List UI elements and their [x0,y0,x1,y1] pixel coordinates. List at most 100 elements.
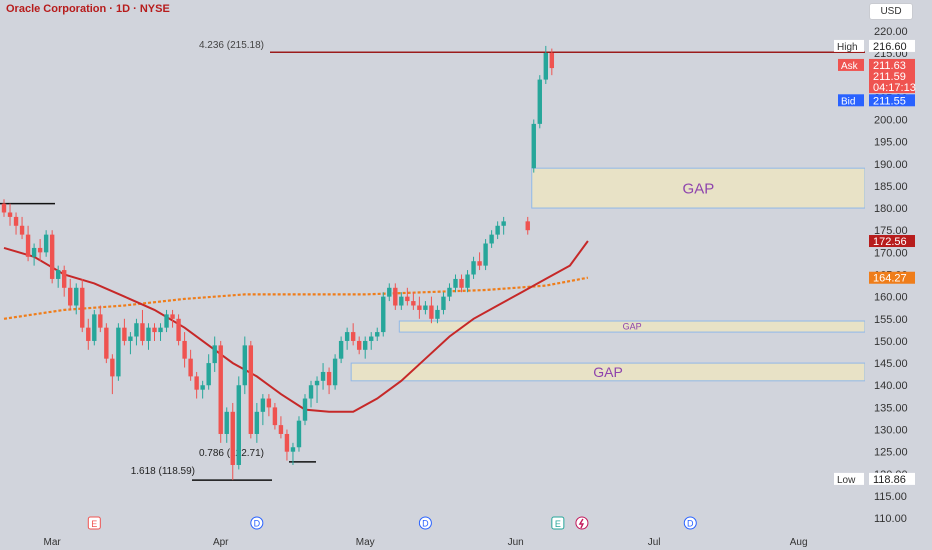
ask-value: 211.63 [873,60,906,72]
candle-body [170,314,175,319]
candle-body [188,358,193,377]
candle-body [314,380,320,386]
candle-body [43,234,49,253]
candle-body [525,221,530,231]
candle-body [363,340,368,350]
candle-body [441,296,446,310]
candle-body [37,247,43,253]
dividend-event-icon [418,516,432,530]
candle-body [104,327,109,359]
candle-body [194,376,199,390]
x-tick-label: May [356,537,375,548]
candle-body [122,327,127,341]
candle-body [399,296,404,306]
candle-body [152,327,157,333]
x-tick-label: Jun [508,537,524,548]
y-tick-label: 195.00 [874,137,908,149]
candle-body [417,305,422,310]
y-tick-label: 160.00 [874,292,908,304]
candle-body [290,447,296,452]
ask-label-bg [838,58,864,71]
candle-body [471,261,476,275]
gap-label: GAP [683,180,715,197]
x-tick-label: Aug [790,537,808,548]
candle-body [356,340,362,350]
candle-body [435,309,440,319]
candle-body [98,314,103,328]
y-tick-label: 170.00 [874,247,908,259]
candle-body [19,225,25,235]
lightning-icon [578,518,585,529]
y-tick-label: 155.00 [874,314,908,326]
high-label-bg [834,39,864,52]
bid-label-bg [838,94,864,107]
y-tick-label: 125.00 [874,447,908,459]
gap-label: GAP [593,364,623,380]
y-tick-label: 180.00 [874,203,908,215]
earnings-event-icon [551,516,565,530]
candle-body [411,301,416,306]
candle-body [393,287,398,306]
fib-level-label: 1.618 (118.59) [131,466,195,477]
candle-body [49,234,55,279]
candle-body [13,216,19,226]
currency-button[interactable]: USD [869,3,913,20]
candle-body [447,287,452,297]
earnings-event-letter: E [555,519,561,529]
candle-body [128,336,133,341]
candle-body [146,327,151,341]
candle-body [212,345,217,364]
last-price: 211.59 [873,71,906,83]
candle-body [182,340,187,359]
candle-body [537,79,542,124]
candle-body [266,398,272,408]
y-tick-label: 200.00 [874,114,908,126]
ma-slow-value-bg [869,271,915,284]
candle-body [92,314,97,341]
candle-body [164,314,169,328]
earnings-event-letter: E [91,519,97,529]
candle-body [224,411,229,434]
candle-body [236,385,241,465]
candle-body [369,336,374,341]
candle-body [501,221,506,226]
x-tick-label: Mar [44,537,62,548]
y-tick-label: 145.00 [874,358,908,370]
x-tick-label: Apr [213,537,229,548]
y-tick-label: 220.00 [874,26,908,38]
candle-body [489,234,494,244]
candle-body [31,247,37,257]
candle-body [338,340,344,359]
candle-body [332,358,338,386]
y-tick-label: 130.00 [874,425,908,437]
candle-body [423,305,428,310]
y-tick-label: 115.00 [874,491,907,503]
earnings-event-icon [87,516,101,530]
ma-fast-value-bg [869,235,915,248]
gap-zone [531,167,866,209]
candle-body [25,234,31,257]
candle-body [110,358,115,377]
candle-body [7,212,13,217]
candle-body [350,332,356,341]
high-label: High [837,42,858,53]
y-tick-label: 110.00 [874,513,907,525]
candle-body [302,398,308,421]
candle-body [326,371,332,386]
candle-body [272,407,278,426]
candle-body [320,371,326,381]
dividend-event-icon [250,516,264,530]
candle-body [62,270,67,288]
candle-body [477,261,482,266]
countdown: 04:17:13 [873,82,916,94]
y-tick-label: 185.00 [874,181,908,193]
candle-body [284,433,290,452]
dividend-event-letter: D [254,519,261,529]
last-price-bg [869,70,915,83]
candle-body [242,345,247,386]
bid-value-bg [869,94,915,107]
candle-body [387,287,392,297]
candle-body [74,287,79,306]
candle-body [344,332,350,341]
